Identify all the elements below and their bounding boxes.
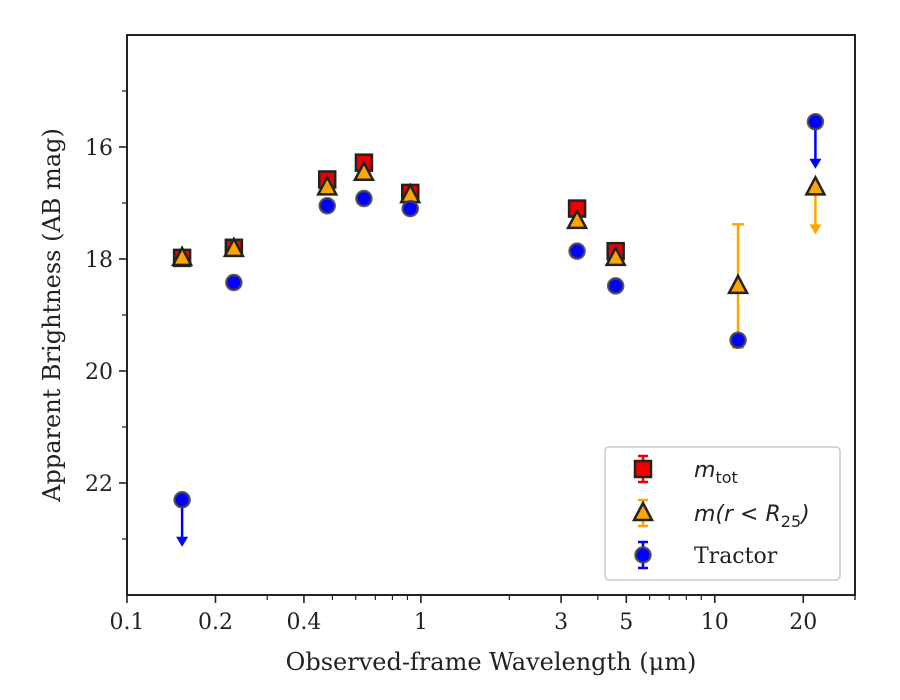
x-tick-label: 1 (414, 610, 428, 635)
legend-entry: Tractor (634, 540, 778, 570)
x-tick-label: 0.1 (110, 610, 145, 635)
legend-label-subscript: 25 (781, 512, 801, 531)
legend-entry: mtot (633, 454, 738, 487)
legend-label-base: m (694, 458, 715, 483)
x-tick-label: 3 (554, 610, 568, 635)
y-axis-label: Apparent Brightness (AB mag) (38, 128, 66, 503)
upper-limit-arrowhead (809, 158, 822, 169)
legend-label-close: ) (799, 502, 810, 527)
triangle-marker (726, 273, 750, 295)
x-axis-label: Observed-frame Wavelength (μm) (286, 648, 697, 676)
axis-ticks: 0.1 0.2 0.4 1 3 5 10 20 16 18 20 22 (85, 90, 856, 635)
legend: mtot m(r < R25) Tractor (604, 446, 841, 581)
legend-entry: m(r < R25) (631, 498, 810, 531)
circle-marker (806, 113, 825, 131)
legend-label-subscript: tot (715, 468, 737, 487)
triangle-marker (171, 245, 194, 267)
legend-label: mtot (694, 458, 738, 487)
upper-limit-arrowhead (809, 224, 822, 235)
circle-marker (173, 491, 191, 509)
legend-label: m(r < R25) (694, 502, 810, 531)
triangle-marker (604, 245, 627, 267)
legend-box (604, 446, 841, 581)
triangle-marker (804, 174, 827, 196)
legend-marker-triangle (631, 500, 655, 522)
legend-marker-circle (634, 546, 652, 564)
x-tick-label: 5 (619, 610, 633, 635)
circle-marker (355, 189, 373, 208)
legend-marker-square (633, 459, 653, 479)
circle-marker (225, 273, 243, 292)
circle-marker (318, 197, 336, 215)
x-tick-label: 10 (701, 610, 729, 635)
circle-marker (568, 242, 586, 260)
triangle-marker (222, 236, 245, 258)
y-tick-label: 18 (85, 248, 113, 273)
data-markers (171, 113, 827, 509)
circle-marker (401, 199, 419, 218)
x-tick-label: 0.4 (286, 610, 321, 635)
y-tick-label: 22 (85, 472, 113, 497)
upper-limit-arrowhead (176, 536, 189, 547)
x-tick-label: 20 (789, 610, 817, 635)
y-tick-label: 16 (85, 136, 113, 161)
x-tick-label: 0.2 (198, 610, 233, 635)
triangle-marker (566, 208, 589, 230)
legend-label-base: m(r < R (694, 502, 781, 527)
circle-marker (729, 331, 747, 349)
circle-marker (606, 277, 625, 295)
triangle-marker (316, 174, 339, 196)
legend-label: Tractor (694, 544, 778, 569)
y-tick-label: 20 (85, 360, 113, 385)
plot-frame (126, 34, 856, 596)
triangle-marker (352, 160, 376, 182)
